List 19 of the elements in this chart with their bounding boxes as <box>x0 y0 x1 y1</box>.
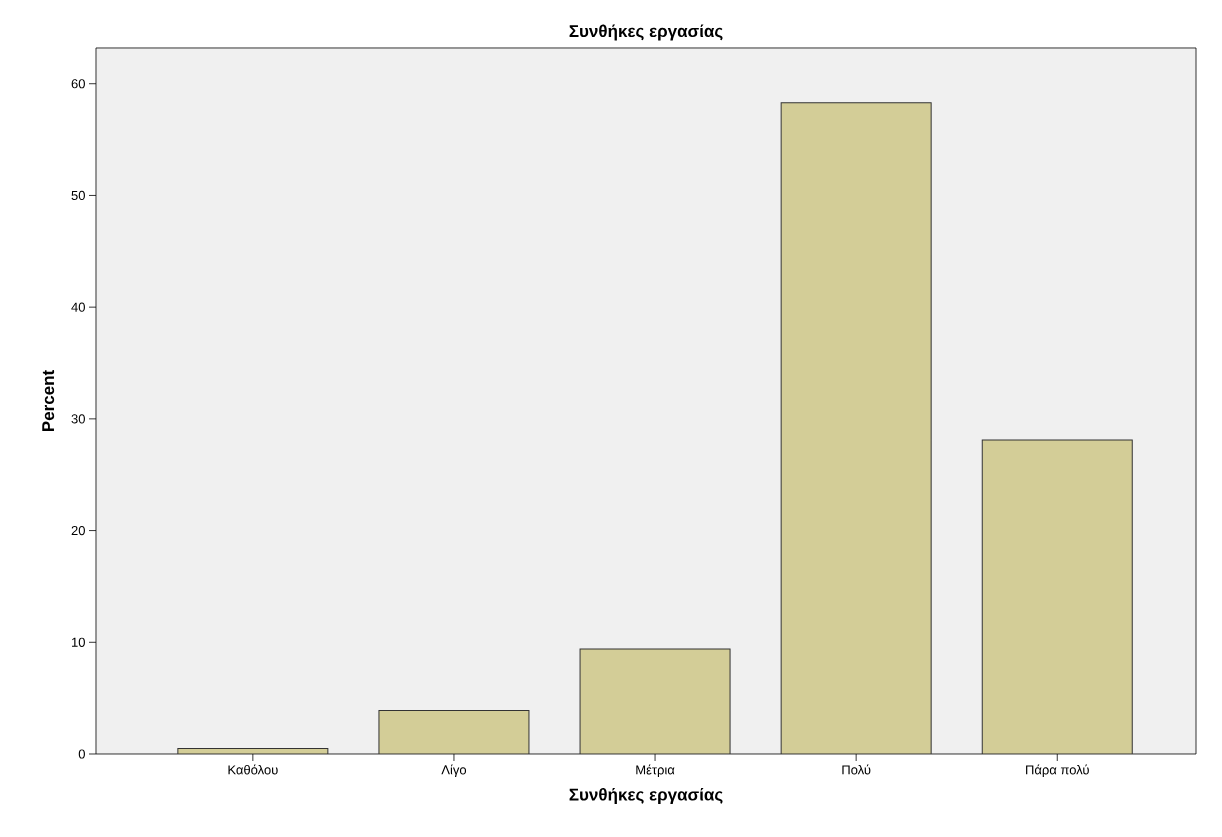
bar <box>780 102 932 754</box>
y-tick-label: 0 <box>78 749 85 759</box>
y-axis-title: Percent <box>42 370 55 432</box>
x-tick-label: Λίγο <box>441 764 467 778</box>
y-tick-label: 20 <box>71 525 85 536</box>
chart-title: Συνθήκες εργασίας <box>569 24 723 41</box>
x-tick-label: Πολύ <box>842 764 871 775</box>
y-tick-label: 50 <box>71 190 85 201</box>
x-axis-title: Συνθήκες εργασίας <box>569 787 723 804</box>
bar <box>579 648 731 754</box>
y-tick-label: 60 <box>71 79 85 89</box>
x-tick-label: Μέτρια <box>636 764 675 778</box>
bar <box>981 439 1133 754</box>
bar <box>378 710 529 754</box>
y-tick-label: 40 <box>71 302 85 312</box>
x-tick-label: Καθόλου <box>228 764 278 775</box>
x-tick-label: Πάρα πολύ <box>1026 764 1089 778</box>
y-tick-label: 10 <box>71 637 85 647</box>
y-tick-label: 30 <box>71 414 85 424</box>
